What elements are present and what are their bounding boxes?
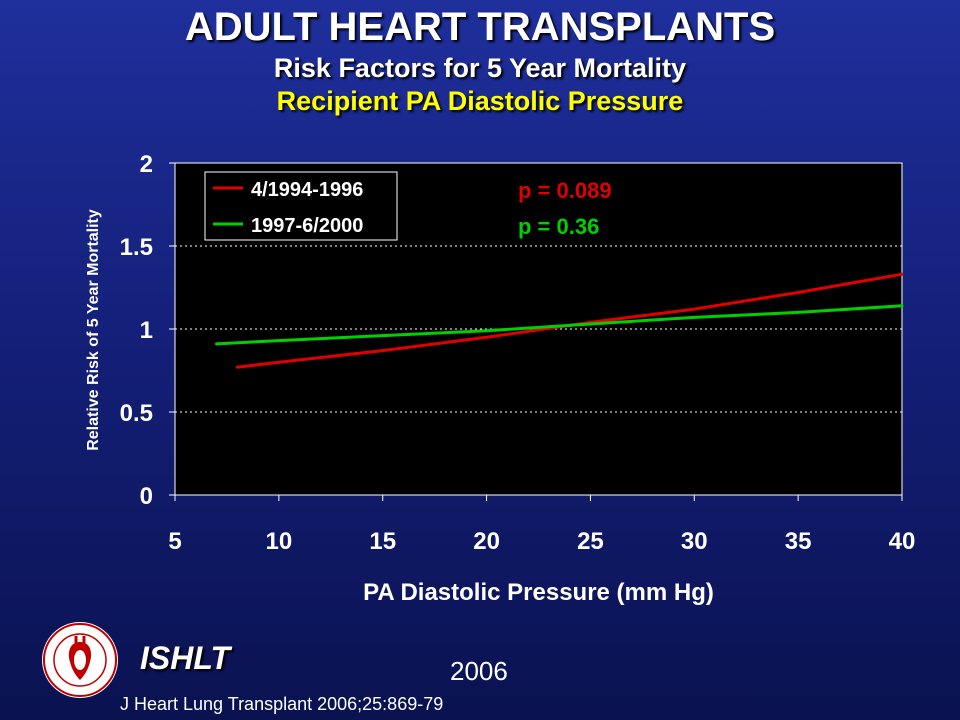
series-0-point bbox=[277, 360, 281, 364]
legend-box bbox=[204, 171, 398, 241]
p-value-label-1: p = 0.36 bbox=[518, 214, 599, 239]
ishlt-seal-icon bbox=[42, 622, 118, 698]
y-tick-label: 2 bbox=[140, 151, 153, 178]
series-1-point bbox=[796, 310, 800, 314]
series-1-point bbox=[900, 304, 904, 308]
series-0-point bbox=[692, 307, 696, 311]
page-subtitle-highlight: Recipient PA Diastolic Pressure bbox=[276, 86, 684, 116]
citation-text: J Heart Lung Transplant 2006;25:869-79 bbox=[120, 694, 444, 714]
x-tick-label: 5 bbox=[168, 528, 181, 555]
y-tick-label: 1 bbox=[140, 317, 153, 344]
title-block: ADULT HEART TRANSPLANTS Risk Factors for… bbox=[0, 2, 960, 118]
y-axis-label: Relative Risk of 5 Year Mortality bbox=[85, 209, 102, 451]
series-1-point bbox=[215, 342, 219, 346]
y-tick-label: 0.5 bbox=[120, 400, 153, 427]
organization-label: ISHLT bbox=[140, 640, 231, 676]
y-tick-label: 0 bbox=[140, 483, 153, 510]
y-tick-label: 1.5 bbox=[120, 234, 153, 261]
series-1-point bbox=[485, 329, 489, 333]
page-title: ADULT HEART TRANSPLANTS bbox=[184, 5, 776, 49]
series-line-1 bbox=[216, 304, 903, 346]
series-0-point bbox=[381, 349, 385, 353]
series-0-point bbox=[796, 290, 800, 294]
x-tick-label: 25 bbox=[577, 528, 604, 555]
legend-label-1: 1997-6/2000 bbox=[251, 215, 363, 237]
x-axis-label: PA Diastolic Pressure (mm Hg) bbox=[363, 579, 714, 606]
x-tick-label: 20 bbox=[473, 528, 500, 555]
x-tick-label: 40 bbox=[889, 528, 916, 555]
series-1-point bbox=[692, 315, 696, 319]
year-label: 2006 bbox=[450, 656, 508, 686]
series-0-point bbox=[485, 335, 489, 339]
series-0-point bbox=[900, 272, 904, 276]
x-tick-label: 30 bbox=[681, 528, 708, 555]
series-line-0 bbox=[237, 272, 903, 369]
x-tick-label: 15 bbox=[369, 528, 396, 555]
p-value-label-0: p = 0.089 bbox=[518, 178, 612, 203]
series-1-point bbox=[588, 322, 592, 326]
series-1-point bbox=[381, 334, 385, 338]
series-0-point bbox=[235, 365, 239, 369]
page-subtitle: Risk Factors for 5 Year Mortality bbox=[273, 53, 687, 83]
series-1-point bbox=[277, 339, 281, 343]
x-tick-label: 35 bbox=[785, 528, 812, 555]
x-tick-label: 10 bbox=[266, 528, 293, 555]
legend-label-0: 4/1994-1996 bbox=[251, 179, 363, 201]
